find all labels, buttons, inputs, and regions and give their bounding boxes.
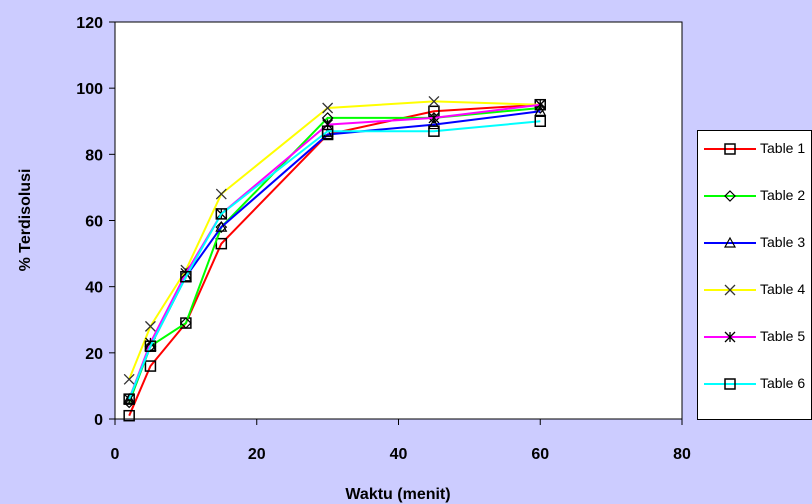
legend-label: Table 2 [760,187,806,203]
data-point [144,340,157,352]
legend-label: Table 5 [760,328,806,344]
axes: 0 20 40 60 80 100 120 0 20 40 60 80 [76,15,691,463]
data-point [428,95,440,107]
data-point [534,115,546,127]
plot-area [114,21,683,420]
data-point [180,270,192,283]
data-point [724,190,736,202]
legend-swatch [704,284,756,296]
legend-swatch [704,236,756,248]
data-point [215,220,228,232]
legend-item: Table 6 [698,372,812,412]
data-point [123,373,135,385]
series-line [128,103,541,417]
y-tick-label: 0 [94,412,103,429]
data-point [534,99,546,111]
legend-item: Table 1 [698,137,812,177]
data-point [144,320,156,332]
legend-swatch [704,143,756,155]
data-point [322,102,334,114]
legend-item: Table 5 [698,325,812,365]
data-point [180,317,192,329]
data-point [322,119,334,131]
series-layer [123,95,547,422]
data-point [724,331,736,343]
data-point [321,125,334,137]
series [123,115,546,405]
legend-swatch [704,190,756,202]
x-tick-label: 0 [111,446,120,463]
data-point [215,188,227,200]
legend-item: Table 2 [698,184,812,224]
x-tick-label: 80 [673,446,691,463]
x-tick-label: 60 [531,446,549,463]
data-point [723,236,737,248]
data-point [215,237,228,250]
legend-swatch [704,378,756,390]
data-point [724,284,736,296]
x-tick-label: 20 [248,446,266,463]
y-axis-title: % Terdisolusi [17,169,34,272]
data-point [427,118,440,130]
legend: Table 1 Table 2 Table 3 Table 4 Table 5 Table… [697,130,812,420]
legend-item: Table 3 [698,231,812,271]
y-tick-label: 60 [85,214,103,231]
data-point [144,360,157,372]
legend-swatch [704,331,756,343]
legend-label: Table 3 [760,234,806,250]
data-point [215,208,228,220]
data-point [428,112,440,124]
legend-label: Table 1 [760,140,806,156]
data-point [724,378,736,390]
y-tick-label: 40 [85,280,103,297]
legend-label: Table 4 [760,281,806,297]
data-point [534,102,547,114]
x-tick-label: 40 [390,446,408,463]
y-tick-label: 120 [76,15,103,32]
data-point [123,393,135,405]
y-tick-label: 80 [85,147,103,164]
y-tick-label: 100 [76,81,103,98]
data-point [534,105,547,116]
data-point [428,125,440,137]
x-axis-title: Waktu (menit) [345,486,450,503]
series-line [128,120,541,400]
data-point [123,393,135,405]
legend-item: Table 4 [698,278,812,318]
data-point [123,409,135,422]
y-tick-label: 20 [85,346,103,363]
data-point [724,143,736,155]
legend-label: Table 6 [760,375,806,391]
